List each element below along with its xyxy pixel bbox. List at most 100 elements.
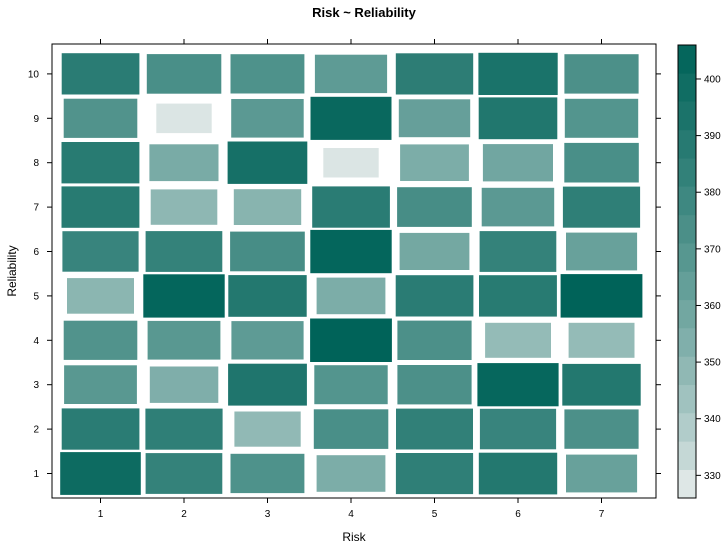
heatmap-cell bbox=[227, 141, 308, 184]
heatmap-cell bbox=[566, 232, 638, 271]
x-axis-label: Risk bbox=[342, 530, 366, 544]
heatmap-cell bbox=[396, 408, 473, 450]
heatmap-cell bbox=[228, 363, 307, 406]
colorbar-tick-label: 340 bbox=[704, 414, 721, 425]
colorbar-band bbox=[678, 129, 696, 159]
heatmap-cell bbox=[314, 365, 388, 405]
heatmap-cell bbox=[314, 54, 388, 94]
x-tick-label: 1 bbox=[98, 509, 104, 520]
y-tick-label: 2 bbox=[33, 425, 39, 436]
heatmap-cell bbox=[482, 144, 553, 182]
x-tick-label: 7 bbox=[599, 509, 605, 520]
heatmap-cell bbox=[310, 229, 392, 274]
y-tick-label: 6 bbox=[33, 247, 39, 258]
heatmap-cell bbox=[395, 453, 474, 495]
heatmap-cell bbox=[316, 277, 386, 315]
heatmap-cell bbox=[323, 148, 379, 178]
heatmap-cell bbox=[562, 186, 641, 228]
heatmap-cell bbox=[146, 54, 222, 94]
heatmap-cell bbox=[64, 365, 137, 404]
heatmap-cell bbox=[61, 142, 140, 184]
heatmap-cell bbox=[61, 408, 140, 450]
heatmap-cell bbox=[310, 96, 392, 140]
colorbar-tick-label: 390 bbox=[704, 131, 721, 142]
y-axis-label: Reliability bbox=[5, 245, 19, 296]
heatmap-cell bbox=[61, 53, 140, 95]
heatmap-cell bbox=[145, 408, 223, 450]
heatmap-cell bbox=[562, 363, 641, 406]
heatmap-cell bbox=[316, 455, 386, 492]
colorbar-band bbox=[678, 413, 696, 442]
heatmap-cell bbox=[156, 103, 212, 134]
heatmap-cell bbox=[233, 189, 302, 225]
y-tick-label: 8 bbox=[33, 158, 39, 169]
heatmap-cell bbox=[566, 454, 638, 493]
y-tick-label: 9 bbox=[33, 114, 39, 125]
x-tick-label: 3 bbox=[265, 509, 271, 520]
heatmap-cell bbox=[560, 274, 643, 318]
heatmap-cell bbox=[231, 99, 304, 138]
heatmap-cells bbox=[60, 52, 643, 495]
heatmap-cell bbox=[398, 99, 471, 138]
heatmap-cell bbox=[478, 52, 558, 95]
heatmap-cell bbox=[478, 452, 558, 495]
heatmap-cell bbox=[397, 320, 472, 360]
heatmap-cell bbox=[397, 187, 472, 227]
heatmap-cell bbox=[481, 187, 555, 227]
x-tick-label: 2 bbox=[181, 509, 187, 520]
colorbar: 330 340 350 360 370 380 390 400 bbox=[677, 44, 721, 499]
colorbar-band bbox=[678, 101, 696, 131]
heatmap-cell bbox=[149, 366, 219, 403]
plot-frame bbox=[51, 43, 657, 499]
heatmap-cell bbox=[485, 322, 551, 358]
heatmap-cell bbox=[63, 320, 138, 360]
heatmap-cell bbox=[564, 409, 639, 449]
heatmap-cell bbox=[477, 363, 559, 407]
heatmap-cell bbox=[478, 97, 558, 140]
colorbar-band bbox=[678, 299, 696, 329]
colorbar-tick-label: 400 bbox=[704, 74, 721, 85]
heatmap-cell bbox=[147, 320, 221, 360]
heatmap-cell bbox=[397, 365, 472, 405]
x-tick-label: 4 bbox=[348, 509, 354, 520]
colorbar-band bbox=[678, 214, 696, 244]
heatmap-cell bbox=[399, 232, 470, 270]
heatmap-cell bbox=[395, 53, 474, 95]
colorbar-band bbox=[678, 45, 696, 74]
heatmap-cell bbox=[230, 54, 305, 94]
colorbar-band bbox=[678, 328, 696, 357]
heatmap-cell bbox=[67, 278, 134, 314]
heatmap-cell bbox=[395, 275, 474, 317]
colorbar-tick-label: 350 bbox=[704, 358, 721, 369]
y-tick-label: 1 bbox=[33, 469, 39, 480]
colorbar-band bbox=[678, 384, 696, 414]
heatmap-cell bbox=[564, 142, 639, 183]
heatmap-cell bbox=[564, 54, 639, 94]
colorbar-tick-label: 370 bbox=[704, 244, 721, 255]
heatmap-cell bbox=[479, 275, 557, 317]
colorbar-band bbox=[678, 243, 696, 272]
y-tick-label: 7 bbox=[33, 203, 39, 214]
heatmap-cell bbox=[149, 144, 219, 182]
x-tick-label: 5 bbox=[432, 509, 438, 520]
heatmap-cell bbox=[564, 98, 639, 138]
heatmap-cell bbox=[150, 189, 218, 225]
heatmap-cell bbox=[479, 231, 557, 272]
colorbar-band bbox=[678, 469, 696, 499]
heatmap-cell bbox=[231, 321, 304, 360]
colorbar-band bbox=[678, 356, 696, 386]
y-axis: 1 2 3 4 5 6 7 8 9 10 bbox=[28, 69, 661, 480]
heatmap-cell bbox=[312, 186, 390, 228]
colorbar-band bbox=[678, 158, 696, 187]
heatmap-cell bbox=[228, 275, 307, 317]
colorbar-frame bbox=[677, 44, 697, 499]
y-tick-label: 3 bbox=[33, 380, 39, 391]
colorbar-tick-label: 380 bbox=[704, 188, 721, 199]
heatmap-cell bbox=[63, 98, 138, 138]
colorbar-band bbox=[678, 73, 696, 102]
colorbar-band bbox=[678, 441, 696, 470]
heatmap-cell bbox=[143, 274, 225, 318]
heatmap-cell bbox=[145, 231, 223, 272]
heatmap-cell bbox=[230, 453, 305, 494]
